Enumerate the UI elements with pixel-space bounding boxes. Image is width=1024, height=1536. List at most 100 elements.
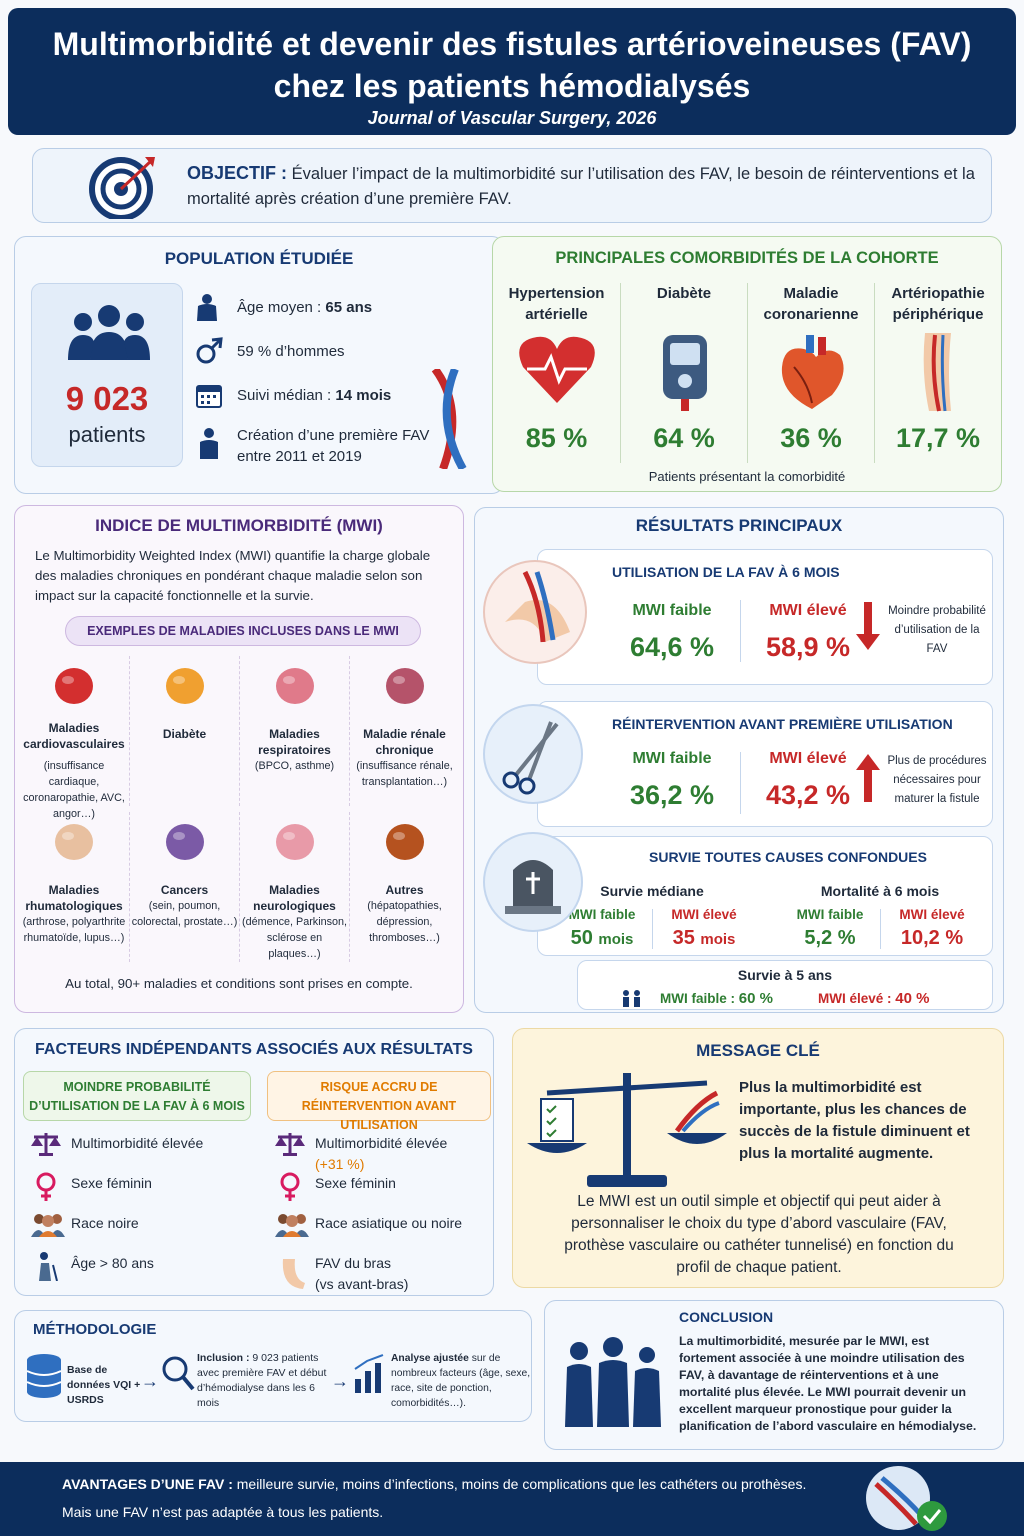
comorbidities-title: PRINCIPALES COMORBIDITÉS DE LA COHORTE: [555, 249, 939, 267]
journal: Journal of Vascular Surgery, 2026: [367, 108, 657, 128]
divider: [740, 752, 741, 814]
disease-detail: (insuffisance rénale, transplantation…): [356, 760, 453, 788]
comorbidity-name: Maladie coronarienne: [763, 285, 859, 323]
disease-icon-svg: [55, 668, 93, 704]
mwi-total: Au total, 90+ maladies et conditions son…: [65, 976, 413, 991]
disease-icon: [381, 816, 429, 864]
age: Âge moyen : 65 ans: [237, 299, 372, 316]
comorbidity: Artériopathie périphérique 17,7 %: [874, 283, 1001, 463]
mwi-title: INDICE DE MULTIMORBIDITÉ (MWI): [95, 516, 383, 535]
results-box: RÉSULTATS PRINCIPAUX UTILISATION DE LA F…: [474, 507, 1004, 1013]
comorbidity-name: Diabète: [656, 285, 712, 302]
factor-icon: [275, 1131, 309, 1161]
title-line2: chez les patients hémodialysés: [273, 68, 751, 104]
followup: Suivi médian : 14 mois: [237, 387, 391, 404]
footer-line2: Mais une FAV n’est pas adaptée à tous le…: [62, 1504, 384, 1520]
low-value: 36,2 %: [629, 780, 715, 810]
arrow: →: [141, 1371, 159, 1391]
high-number: 10,2 %: [900, 927, 964, 949]
disease-icon: [161, 816, 209, 864]
conclusion-text: La multimorbidité, mesurée par le MWI, e…: [679, 1334, 977, 1433]
five-year-high-value: 40 %: [895, 990, 930, 1007]
header: Multimorbidité et devenir des fistules a…: [8, 8, 1016, 135]
disease: Cancers (sein, poumon, colorectal, prosta…: [129, 812, 239, 962]
high-label: MWI élevé: [769, 750, 847, 767]
factor-text: Multimorbidité élevée: [71, 1135, 204, 1151]
factor-icon: [275, 1211, 309, 1241]
objective: OBJECTIF : Évaluer l’impact de la multim…: [187, 161, 977, 212]
survival-subtitle: Survie médiane: [600, 883, 704, 899]
factor-icon: [31, 1131, 65, 1161]
conclusion-title: CONCLUSION: [679, 1309, 774, 1325]
reintervention-box: RÉINTERVENTION AVANT PREMIÈRE UTILISATIO…: [537, 701, 993, 827]
disease-name: Autres: [385, 883, 424, 897]
disease-name: Maladies cardiovasculaires: [23, 721, 125, 751]
high-label: MWI élevé: [671, 907, 737, 922]
survival-subtitle: Mortalité à 6 mois: [820, 883, 940, 899]
disease-name: Maladies rhumatologiques: [25, 883, 123, 913]
factor-icon: [31, 1171, 65, 1201]
comorbidity: Diabète 64 %: [620, 283, 747, 463]
comorbidities-list: Hypertension artérielle 85 % Diabète 64 % Ma…: [493, 283, 1003, 463]
low-number: 50: [570, 927, 593, 949]
arrow-down-svg: [856, 602, 880, 650]
comorbidity-value: 17,7 %: [895, 423, 981, 453]
objective-text: Évaluer l’impact de la multimorbidité su…: [187, 165, 975, 208]
divider: [740, 600, 741, 662]
disease-name: Cancers: [160, 883, 209, 897]
examples-title: EXEMPLES DE MALADIES INCLUSES DANS LE MW…: [65, 616, 421, 646]
factors-box: FACTEURS INDÉPENDANTS ASSOCIÉS AUX RÉSUL…: [14, 1028, 494, 1296]
comorbidity-icon: [899, 333, 979, 413]
analysis-label: Analyse ajustée: [391, 1353, 469, 1364]
objective-box: OBJECTIF : Évaluer l’impact de la multim…: [32, 148, 992, 223]
mwi-description: Le Multimorbidity Weighted Index (MWI) q…: [35, 548, 431, 603]
high-value: 58,9 %: [765, 632, 851, 662]
disease-icon-svg: [55, 824, 93, 860]
conclusion-box: CONCLUSION La multimorbidité, mesurée pa…: [544, 1300, 1004, 1450]
key-message-text1: Plus la multimorbidité est importante, p…: [739, 1079, 970, 1162]
title-line1: Multimorbidité et devenir des fistules a…: [52, 26, 972, 62]
disease-icon-svg: [166, 668, 204, 704]
population-title: POPULATION ÉTUDIÉE: [164, 249, 354, 268]
couple-icon: [623, 990, 640, 1007]
footer-label: AVANTAGES D’UNE FAV :: [62, 1476, 233, 1492]
comorbidity-icon-svg: [663, 335, 707, 411]
people-icon: [68, 305, 150, 360]
comorbidity-icon-svg: [519, 336, 595, 403]
target-icon: [89, 157, 155, 219]
comorbidity-icon-svg: [781, 335, 844, 409]
factor-icon-svg: [36, 1172, 56, 1201]
high-value: 43,2 %: [765, 780, 851, 810]
low-number: 5,2 %: [804, 927, 856, 949]
patient-count: 9 023: [65, 380, 149, 417]
divider: [652, 909, 653, 949]
scissors-icon: [483, 704, 583, 804]
disease-name: Maladies respiratoires: [258, 727, 331, 757]
disease-icon: [271, 660, 319, 708]
methodology-box: MÉTHODOLOGIE Base de données VQI + USRDS…: [14, 1310, 532, 1422]
divider: [880, 909, 881, 949]
methodology-title: MÉTHODOLOGIE: [33, 1321, 157, 1338]
result-title: UTILISATION DE LA FAV À 6 MOIS: [612, 564, 840, 580]
patient-label: patients: [68, 422, 146, 447]
factor-detail: (vs avant-bras): [315, 1276, 409, 1292]
factors-use-title: MOINDRE PROBABILITÉ D’UTILISATION DE LA …: [23, 1071, 251, 1121]
followup-value: 14 mois: [335, 387, 392, 404]
men: 59 % d’hommes: [237, 343, 345, 360]
comorbidity: Maladie coronarienne 36 %: [747, 283, 874, 463]
high-value: 35 mois: [654, 927, 754, 950]
factor-icon-svg: [275, 1133, 305, 1156]
analysis-text: sur de nombreux facteurs (âge, sexe, rac…: [391, 1353, 531, 1409]
age-label: Âge moyen :: [237, 299, 322, 316]
factor-text: Race noire: [71, 1215, 139, 1231]
factor-text: Sexe féminin: [315, 1175, 396, 1191]
comorbidity-icon: [517, 333, 597, 413]
five-year-low-label: MWI faible :: [660, 991, 735, 1006]
low-value: 64,6 %: [629, 632, 715, 662]
inclusion-label: Inclusion :: [197, 1352, 250, 1364]
disease-icon-svg: [276, 824, 314, 860]
population-box: POPULATION ÉTUDIÉE 9 023 patients Âge mo…: [14, 236, 504, 494]
factor-icon: [31, 1211, 65, 1241]
key-message-box: MESSAGE CLÉ Plus la multimorbidité est i…: [512, 1028, 1004, 1288]
